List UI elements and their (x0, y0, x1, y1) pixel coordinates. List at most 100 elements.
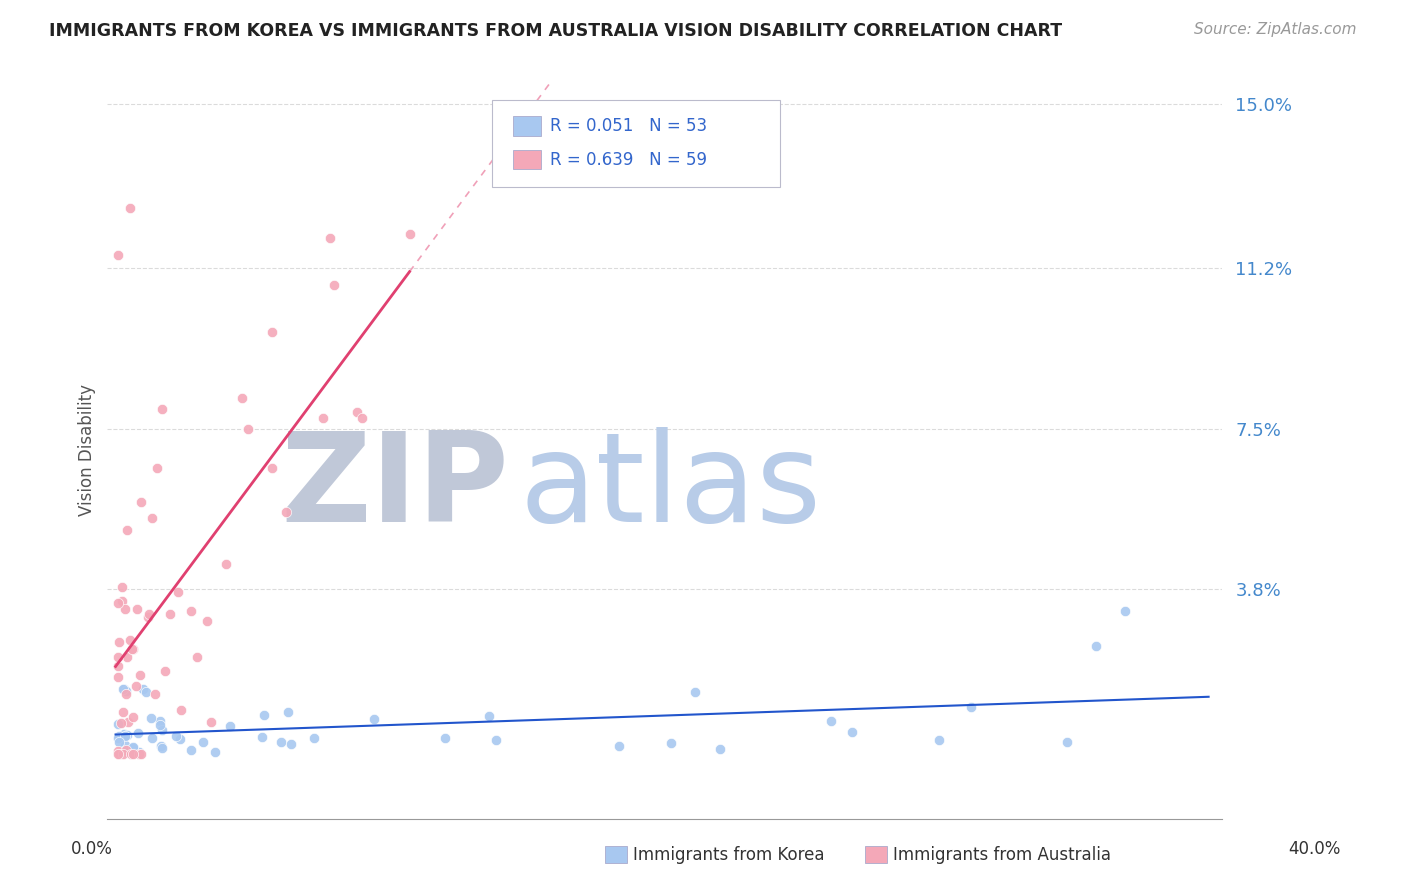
Point (120, 201, 142, 215)
Point (120, 632, 142, 647)
Point (709, 741, 731, 756)
Point (478, 709, 501, 723)
Point (125, 679, 148, 693)
Point (117, 715, 139, 730)
Text: ZIP: ZIP (280, 426, 509, 548)
Point (143, 688, 166, 702)
Point (219, 719, 242, 733)
Point (1056, 735, 1078, 749)
Point (250, 730, 273, 744)
Point (841, 724, 863, 739)
Point (280, 737, 302, 751)
Point (683, 685, 706, 699)
Point (114, 602, 136, 616)
Point (820, 714, 842, 728)
Point (150, 723, 173, 738)
Point (149, 714, 172, 728)
Point (115, 728, 138, 742)
Point (108, 735, 131, 749)
Point (114, 738, 136, 752)
Point (107, 744, 129, 758)
Text: IMMIGRANTS FROM KOREA VS IMMIGRANTS FROM AUSTRALIA VISION DISABILITY CORRELATION: IMMIGRANTS FROM KOREA VS IMMIGRANTS FROM… (49, 22, 1063, 40)
Point (107, 659, 129, 673)
Point (114, 684, 136, 698)
Point (125, 602, 148, 616)
Text: Immigrants from Australia: Immigrants from Australia (893, 846, 1111, 863)
Point (262, 326, 284, 340)
Point (114, 730, 136, 744)
Point (485, 733, 508, 747)
Point (170, 702, 193, 716)
Point (311, 411, 333, 425)
Point (149, 739, 172, 753)
Point (152, 402, 174, 417)
Point (129, 495, 152, 509)
Point (398, 227, 420, 241)
Point (150, 741, 173, 756)
Point (115, 743, 138, 757)
Text: R = 0.639   N = 59: R = 0.639 N = 59 (550, 151, 707, 169)
Point (121, 710, 143, 724)
Point (107, 650, 129, 665)
Point (117, 524, 139, 538)
Point (253, 707, 276, 722)
Text: Immigrants from Korea: Immigrants from Korea (633, 846, 824, 863)
Point (121, 642, 143, 657)
Point (121, 747, 143, 761)
Point (159, 607, 181, 622)
Point (270, 735, 292, 749)
Point (200, 715, 222, 730)
Point (107, 717, 129, 731)
Point (110, 581, 132, 595)
Point (108, 635, 131, 649)
Point (122, 740, 145, 755)
Point (115, 649, 138, 664)
Point (139, 711, 162, 725)
Point (166, 585, 188, 599)
Text: atlas: atlas (520, 426, 823, 548)
Text: Source: ZipAtlas.com: Source: ZipAtlas.com (1194, 22, 1357, 37)
Point (363, 712, 385, 726)
Text: 0.0%: 0.0% (70, 840, 112, 858)
Point (153, 664, 176, 678)
Point (215, 558, 238, 572)
Point (129, 747, 152, 761)
Point (659, 736, 682, 750)
Text: R = 0.051   N = 53: R = 0.051 N = 53 (550, 117, 707, 135)
Point (111, 706, 134, 720)
Point (323, 277, 346, 292)
Point (107, 747, 129, 761)
Point (277, 705, 299, 719)
Point (128, 747, 150, 761)
Point (135, 684, 157, 698)
Point (141, 511, 163, 525)
Point (195, 615, 218, 629)
Point (112, 727, 135, 741)
Point (107, 729, 129, 743)
Point (959, 699, 981, 714)
Point (114, 687, 136, 701)
Point (607, 739, 630, 753)
Point (136, 610, 159, 624)
Point (169, 731, 191, 746)
Point (165, 729, 187, 743)
Point (121, 740, 143, 755)
Point (112, 681, 135, 696)
Point (260, 461, 283, 475)
Point (132, 681, 155, 696)
Point (138, 607, 160, 622)
Point (231, 392, 253, 406)
Point (1114, 604, 1136, 618)
Point (111, 681, 134, 696)
Point (180, 604, 202, 618)
Point (127, 726, 149, 740)
Point (117, 745, 139, 759)
Point (121, 747, 143, 761)
Point (236, 422, 259, 436)
Point (180, 743, 202, 757)
Point (110, 715, 132, 730)
Point (107, 731, 129, 745)
Point (346, 405, 368, 419)
Point (1085, 639, 1108, 653)
Point (319, 231, 342, 245)
